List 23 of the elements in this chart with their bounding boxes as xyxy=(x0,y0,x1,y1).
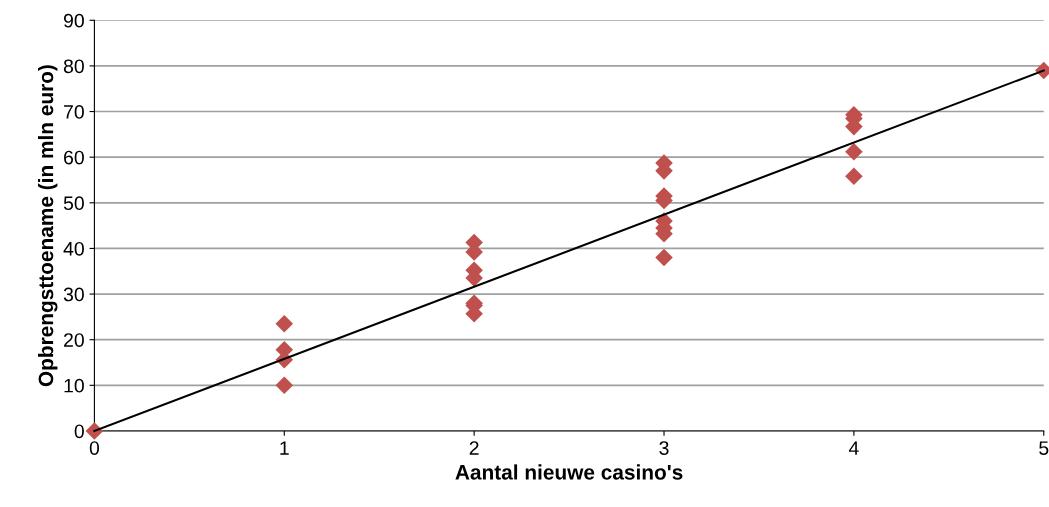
x-tick-label: 1 xyxy=(280,441,289,455)
y-axis-title: Opbrengsttoename (in mln euro) xyxy=(37,65,58,387)
y-tick-label: 10 xyxy=(64,378,84,393)
point xyxy=(655,248,673,267)
point xyxy=(275,376,294,395)
x-tick-label: 3 xyxy=(659,441,669,455)
y-tick-label: 60 xyxy=(64,150,84,165)
x-tick-label: 4 xyxy=(848,441,859,455)
point xyxy=(275,314,294,333)
y-tick-label: 0 xyxy=(74,424,84,439)
point xyxy=(845,167,863,186)
x-axis-title: Aantal nieuwe casino's xyxy=(455,464,683,480)
y-tick-label: 80 xyxy=(63,59,84,74)
y-tick-label: 70 xyxy=(64,105,84,119)
y-tick-label: 40 xyxy=(63,241,84,256)
x-tick-label: 5 xyxy=(1039,441,1049,455)
y-tick-label: 90 xyxy=(63,13,84,28)
point xyxy=(845,142,863,161)
x-tick-label: 2 xyxy=(469,441,479,455)
y-tick-label: 50 xyxy=(63,196,84,211)
y-tick-label: 30 xyxy=(63,287,84,302)
x-tick-label: 0 xyxy=(89,441,100,455)
y-tick-label: 20 xyxy=(64,333,84,347)
